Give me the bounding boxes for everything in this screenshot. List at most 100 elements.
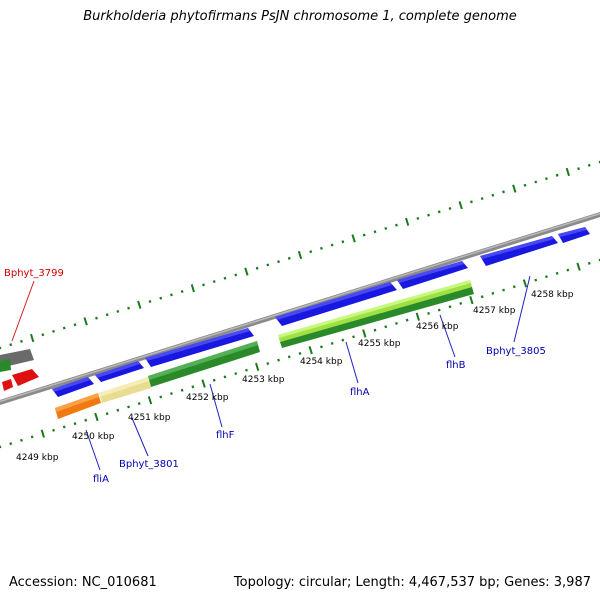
minor-tick xyxy=(116,408,120,412)
minor-tick xyxy=(41,333,45,337)
minor-tick xyxy=(266,362,270,366)
gene-block-orange[interactable] xyxy=(55,393,101,419)
minor-tick xyxy=(9,442,13,446)
major-tick xyxy=(83,317,88,326)
gene-label[interactable]: fliA xyxy=(93,474,109,485)
chromosome-backbone xyxy=(0,211,600,406)
minor-tick xyxy=(266,263,270,267)
major-tick xyxy=(147,396,153,405)
minor-tick xyxy=(62,425,66,429)
gene-arrow[interactable] xyxy=(275,282,397,326)
gene-arrow[interactable] xyxy=(558,227,590,243)
minor-tick xyxy=(427,213,430,217)
minor-tick xyxy=(298,352,302,355)
gene-arrow-red[interactable] xyxy=(2,379,13,391)
gene-block-lightgreen[interactable] xyxy=(278,280,474,348)
major-tick xyxy=(297,250,303,260)
minor-tick xyxy=(212,378,216,382)
minor-tick xyxy=(330,243,334,247)
minor-tick xyxy=(502,190,505,194)
kbp-label: 4254 kbp xyxy=(300,357,343,367)
minor-tick xyxy=(341,338,345,342)
minor-tick xyxy=(566,268,570,272)
minor-tick xyxy=(30,435,34,439)
minor-tick xyxy=(52,329,55,333)
gene-arrow[interactable] xyxy=(397,261,468,289)
minor-tick xyxy=(277,358,280,362)
major-tick xyxy=(40,429,45,438)
minor-tick xyxy=(95,316,98,320)
accession-text: Accession: NC_010681 xyxy=(9,575,157,590)
minor-tick xyxy=(320,246,323,250)
minor-tick xyxy=(373,328,377,332)
minor-tick xyxy=(480,197,484,201)
minor-tick xyxy=(73,422,77,426)
minor-tick xyxy=(534,180,538,184)
kbp-label: 4253 kbp xyxy=(242,375,285,385)
minor-tick xyxy=(416,216,420,220)
gene-label[interactable]: Bphyt_3801 xyxy=(119,459,179,470)
minor-tick xyxy=(491,291,495,295)
minor-tick xyxy=(587,261,591,265)
minor-tick xyxy=(309,250,313,254)
gene-arrow[interactable] xyxy=(95,361,144,382)
gene-arrow-red[interactable] xyxy=(12,369,39,386)
kbp-label: 4257 kbp xyxy=(473,306,516,316)
gene-label[interactable]: flhA xyxy=(350,387,370,398)
minor-tick xyxy=(384,226,388,230)
minor-tick xyxy=(84,418,88,422)
kbp-label: 4249 kbp xyxy=(16,453,59,463)
genome-summary-text: Topology: circular; Length: 4,467,537 bp… xyxy=(233,575,591,590)
minor-tick xyxy=(577,167,580,171)
gene-name-labels: Bphyt_3799 fliA Bphyt_3801 flhF flhA flh… xyxy=(4,268,546,485)
gene-label[interactable]: Bphyt_3799 xyxy=(4,268,64,279)
major-tick xyxy=(94,412,99,422)
minor-tick xyxy=(105,313,109,317)
minor-tick xyxy=(523,183,527,187)
kbp-label: 4258 kbp xyxy=(531,290,574,300)
gene-arrow[interactable] xyxy=(52,377,94,397)
major-tick xyxy=(244,267,249,276)
minor-tick xyxy=(159,296,163,300)
gene-block-yellow[interactable] xyxy=(99,377,151,403)
minor-tick xyxy=(212,280,216,284)
minor-tick xyxy=(384,325,388,329)
minor-tick xyxy=(352,335,355,339)
major-tick xyxy=(565,167,570,177)
minor-tick xyxy=(555,173,559,177)
major-tick xyxy=(469,295,474,305)
minor-tick xyxy=(127,306,130,310)
gene-arrow[interactable] xyxy=(145,328,254,367)
minor-tick xyxy=(202,283,205,287)
major-tick xyxy=(576,262,581,271)
backbone-highlight xyxy=(0,212,600,403)
gene-label[interactable]: flhF xyxy=(216,430,235,441)
minor-tick xyxy=(545,275,548,279)
major-tick xyxy=(362,329,367,338)
minor-tick xyxy=(20,438,23,442)
minor-tick xyxy=(73,323,77,327)
major-tick xyxy=(255,362,260,371)
major-tick xyxy=(201,379,206,388)
minor-tick xyxy=(170,293,173,297)
gene-arrow[interactable] xyxy=(480,236,558,266)
minor-tick xyxy=(287,355,291,359)
gene-block-green-edge[interactable] xyxy=(0,359,11,372)
minor-tick xyxy=(555,271,559,275)
minor-tick xyxy=(137,402,141,406)
minor-tick xyxy=(534,278,538,282)
minor-tick xyxy=(405,318,409,322)
minor-tick xyxy=(395,321,398,325)
gene-label[interactable]: Bphyt_3805 xyxy=(486,346,546,357)
gene-block-green[interactable] xyxy=(148,341,260,387)
minor-tick xyxy=(105,412,109,416)
minor-tick xyxy=(170,392,173,396)
gene-label[interactable]: flhB xyxy=(446,360,466,371)
minor-tick xyxy=(277,260,280,264)
minor-tick xyxy=(587,163,591,167)
minor-tick xyxy=(180,290,184,294)
kbp-axis-labels: 4249 kbp 4250 kbp 4251 kbp 4252 kbp 4253… xyxy=(16,290,574,463)
minor-tick xyxy=(545,177,548,181)
minor-tick xyxy=(9,343,13,347)
